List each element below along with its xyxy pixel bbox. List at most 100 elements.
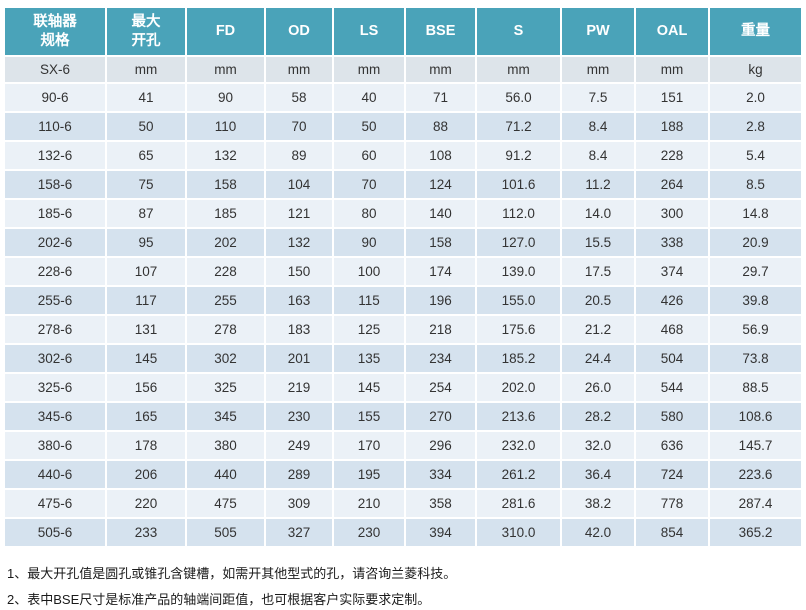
table-cell: 223.6 xyxy=(710,461,801,488)
table-cell: mm xyxy=(187,57,264,82)
table-cell: 115 xyxy=(334,287,404,314)
table-cell: 58 xyxy=(266,84,332,111)
table-cell: 334 xyxy=(406,461,475,488)
table-row: 202-6 95 202 132 90 158 127.0 15.5 338 20.9 xyxy=(5,229,801,256)
table-cell: 60 xyxy=(334,142,404,169)
table-cell: 358 xyxy=(406,490,475,517)
table-cell: mm xyxy=(477,57,560,82)
header-cell: OD xyxy=(266,8,332,55)
table-cell: 278-6 xyxy=(5,316,105,343)
header-cell: 最大 开孔 xyxy=(107,8,185,55)
note-line: 2、表中BSE尺寸是标准产品的轴端间距值，也可根据客户实际要求定制。 xyxy=(7,592,431,607)
table-cell: 110-6 xyxy=(5,113,105,140)
table-cell: 178 xyxy=(107,432,185,459)
table-cell: 28.2 xyxy=(562,403,634,430)
table-cell: 107 xyxy=(107,258,185,285)
table-cell: 108 xyxy=(406,142,475,169)
table-row: 325-6 156 325 219 145 254 202.0 26.0 544 88.5 xyxy=(5,374,801,401)
table-cell: 504 xyxy=(636,345,708,372)
table-cell: 90 xyxy=(334,229,404,256)
table-cell: 296 xyxy=(406,432,475,459)
table-row: 185-6 87 185 121 80 140 112.0 14.0 300 14.8 xyxy=(5,200,801,227)
table-cell: 65 xyxy=(107,142,185,169)
table-cell: 88 xyxy=(406,113,475,140)
table-cell: 32.0 xyxy=(562,432,634,459)
table-cell: 17.5 xyxy=(562,258,634,285)
table-cell: 158 xyxy=(406,229,475,256)
table-cell: 90 xyxy=(187,84,264,111)
table-cell: 220 xyxy=(107,490,185,517)
table-cell: 151 xyxy=(636,84,708,111)
table-cell: 309 xyxy=(266,490,332,517)
page: 联轴器 规格 最大 开孔 FD OD LS BSE S PW OAL 重量 SX-6 mm mm mm m… xyxy=(0,6,806,610)
table-cell: 580 xyxy=(636,403,708,430)
header-cell: LS xyxy=(334,8,404,55)
table-cell: 287.4 xyxy=(710,490,801,517)
table-cell: 36.4 xyxy=(562,461,634,488)
table-cell: 56.9 xyxy=(710,316,801,343)
table-cell: 202 xyxy=(187,229,264,256)
table-cell: 210 xyxy=(334,490,404,517)
table-cell: 158-6 xyxy=(5,171,105,198)
header-cell: PW xyxy=(562,8,634,55)
table-cell: mm xyxy=(107,57,185,82)
table-cell: 117 xyxy=(107,287,185,314)
notes: 1、最大开孔值是圆孔或锥孔含键槽，如需开其他型式的孔，请咨询兰菱科技。 2、表中… xyxy=(7,561,806,610)
table-cell: 174 xyxy=(406,258,475,285)
table-cell: 255 xyxy=(187,287,264,314)
table-cell: 232.0 xyxy=(477,432,560,459)
table-cell: 165 xyxy=(107,403,185,430)
table-cell: 270 xyxy=(406,403,475,430)
header-cell: FD xyxy=(187,8,264,55)
table-cell: 70 xyxy=(334,171,404,198)
table-cell: 426 xyxy=(636,287,708,314)
table-cell: 188 xyxy=(636,113,708,140)
table-cell: 50 xyxy=(334,113,404,140)
table-cell: 145 xyxy=(334,374,404,401)
table-cell: 5.4 xyxy=(710,142,801,169)
table-cell: mm xyxy=(636,57,708,82)
table-cell: mm xyxy=(266,57,332,82)
table-cell: 131 xyxy=(107,316,185,343)
table-cell: 206 xyxy=(107,461,185,488)
table-row: 132-6 65 132 89 60 108 91.2 8.4 228 5.4 xyxy=(5,142,801,169)
table-cell: 230 xyxy=(266,403,332,430)
note-line: 1、最大开孔值是圆孔或锥孔含键槽，如需开其他型式的孔，请咨询兰菱科技。 xyxy=(7,566,457,581)
table-cell: 380-6 xyxy=(5,432,105,459)
table-cell: 175.6 xyxy=(477,316,560,343)
table-cell: 345 xyxy=(187,403,264,430)
table-cell: 310.0 xyxy=(477,519,560,546)
table-cell: 156 xyxy=(107,374,185,401)
table-row: 475-6 220 475 309 210 358 281.6 38.2 778 287.4 xyxy=(5,490,801,517)
table-cell: 201 xyxy=(266,345,332,372)
table-cell: 394 xyxy=(406,519,475,546)
table-row: 158-6 75 158 104 70 124 101.6 11.2 264 8.5 xyxy=(5,171,801,198)
table-cell: 202-6 xyxy=(5,229,105,256)
table-cell: 468 xyxy=(636,316,708,343)
table-cell: 41 xyxy=(107,84,185,111)
table-cell: 185 xyxy=(187,200,264,227)
table-cell: 254 xyxy=(406,374,475,401)
table-cell: 338 xyxy=(636,229,708,256)
table-cell: 440 xyxy=(187,461,264,488)
table-cell: 202.0 xyxy=(477,374,560,401)
table-cell: 854 xyxy=(636,519,708,546)
table-cell: 87 xyxy=(107,200,185,227)
table-cell: 124 xyxy=(406,171,475,198)
table-row: 345-6 165 345 230 155 270 213.6 28.2 580 108.6 xyxy=(5,403,801,430)
table-cell: 71 xyxy=(406,84,475,111)
table-cell: 475 xyxy=(187,490,264,517)
table-cell: 73.8 xyxy=(710,345,801,372)
table-cell: kg xyxy=(710,57,801,82)
table-cell: 108.6 xyxy=(710,403,801,430)
table-row: 302-6 145 302 201 135 234 185.2 24.4 504 73.8 xyxy=(5,345,801,372)
table-cell: 218 xyxy=(406,316,475,343)
table-cell: 155.0 xyxy=(477,287,560,314)
table-cell: mm xyxy=(334,57,404,82)
table-cell: 140 xyxy=(406,200,475,227)
table-cell: 39.8 xyxy=(710,287,801,314)
table-cell: SX-6 xyxy=(5,57,105,82)
table-cell: 196 xyxy=(406,287,475,314)
table-cell: 132-6 xyxy=(5,142,105,169)
table-cell: mm xyxy=(562,57,634,82)
